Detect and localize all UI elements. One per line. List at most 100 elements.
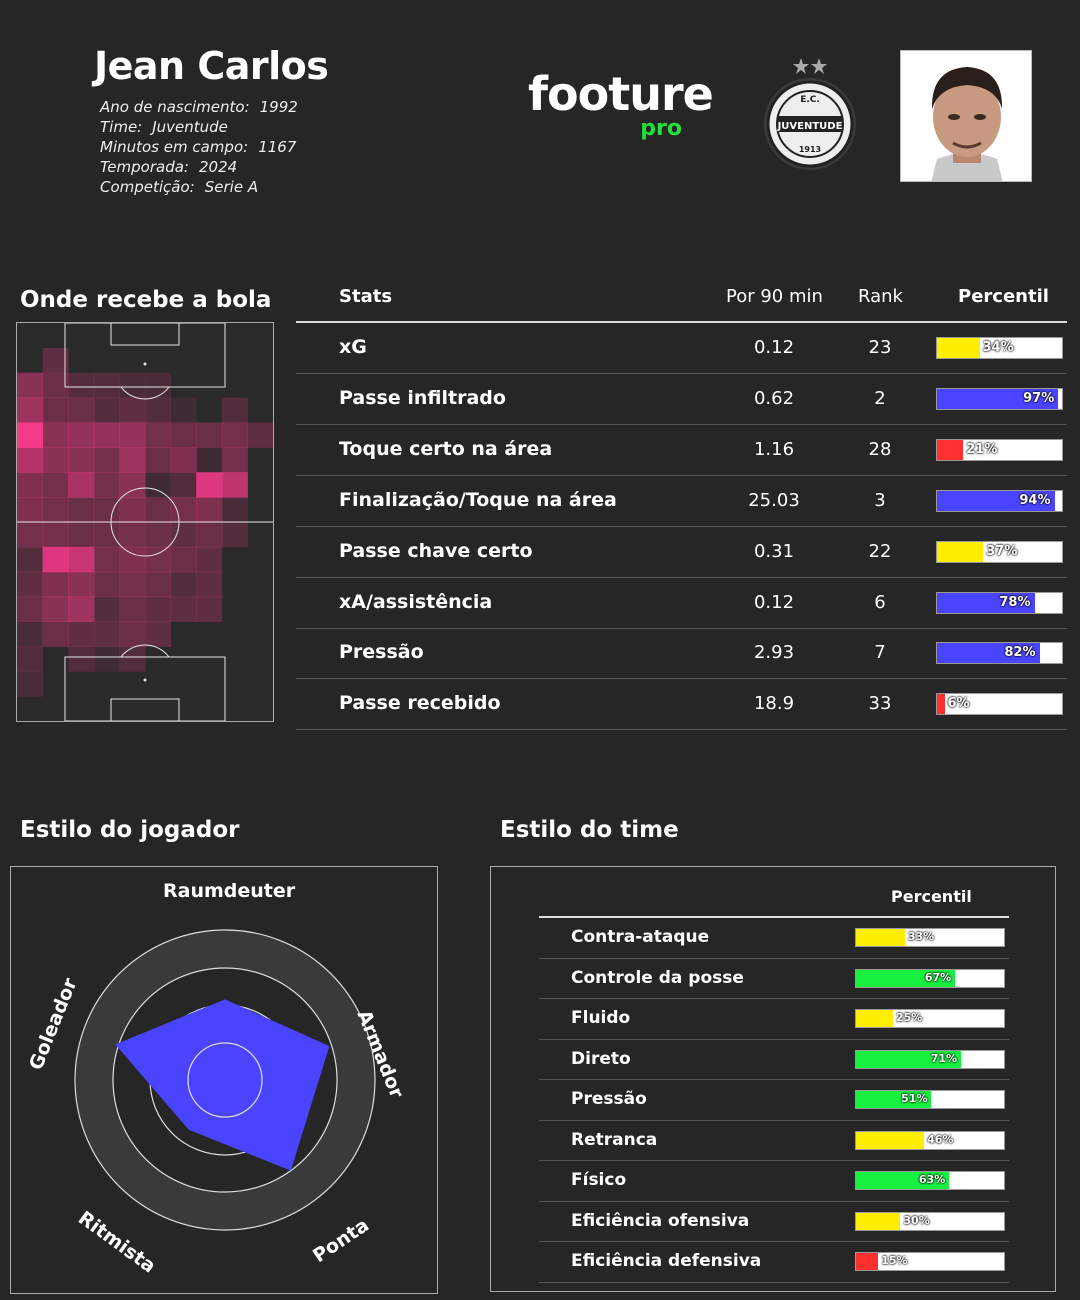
percentile-fill (856, 1172, 950, 1189)
team-style-table: Percentil Contra-ataque 33% Controle da po… (490, 866, 1056, 1292)
percentile-bar: 71% (855, 1049, 1005, 1069)
stat-name: Passe infiltrado (339, 386, 506, 409)
percentile-label: 33% (907, 930, 935, 943)
team-style-name: Eficiência ofensiva (571, 1210, 750, 1231)
percentile-label: 25% (896, 1011, 923, 1024)
heat-cell (17, 472, 44, 498)
heat-cell (170, 397, 197, 423)
heat-cell (170, 422, 197, 448)
stat-per90: 0.62 (753, 387, 795, 409)
heat-cell (17, 671, 44, 697)
heat-cell (17, 497, 44, 523)
player-photo-image (901, 51, 1031, 181)
heat-cell (42, 347, 69, 374)
svg-text:1913: 1913 (799, 145, 821, 154)
heat-cell (93, 397, 120, 423)
heat-cell (145, 372, 172, 399)
heat-cell (93, 422, 120, 448)
percentile-fill (856, 1253, 879, 1270)
heat-cell (42, 621, 69, 647)
stat-per90: 0.31 (753, 540, 795, 562)
heat-cell (93, 497, 120, 523)
percentile-label: 6% (947, 696, 970, 712)
team-style-name: Físico (571, 1170, 627, 1190)
percentile-label: 15% (881, 1254, 908, 1267)
heat-cell (119, 447, 146, 473)
percentile-bar: 34% (936, 337, 1063, 359)
stat-rank: 28 (868, 438, 892, 460)
header-stats: Stats (339, 286, 393, 307)
stat-rank: 6 (874, 591, 886, 613)
stat-rank: 23 (868, 337, 892, 358)
percentile-fill (937, 643, 1040, 664)
team-style-row: Eficiência defensiva 15% (539, 1242, 1009, 1283)
team-style-name: Controle da posse (571, 967, 744, 988)
heat-cell (17, 646, 44, 672)
heat-cell (119, 472, 146, 498)
heat-cell (17, 372, 44, 399)
stat-row: Pressão 2.93 7 82% (296, 628, 1067, 680)
heat-cell (145, 571, 172, 598)
info-birth-year: Ano de nascimento: 1992 (100, 98, 298, 116)
heat-cell (42, 372, 69, 399)
heat-cell (221, 422, 248, 448)
header-divider (296, 321, 1067, 323)
heat-cell (119, 522, 146, 548)
heat-cell (93, 522, 120, 548)
percentile-bar: 30% (855, 1211, 1005, 1231)
heat-cell (17, 571, 44, 598)
heat-cell (17, 397, 44, 423)
heat-cell (145, 596, 172, 622)
team-header-percentile: Percentil (891, 887, 972, 906)
heat-cell (145, 422, 172, 448)
heat-cell (17, 447, 44, 473)
percentile-bar: 97% (936, 387, 1063, 410)
heat-cell (42, 497, 69, 523)
percentile-bar: 33% (855, 928, 1005, 947)
stat-per90: 2.93 (753, 642, 795, 664)
heat-cell (170, 497, 197, 523)
team-style-row: Eficiência ofensiva 30% (539, 1202, 1009, 1242)
heat-cell (170, 522, 197, 548)
pitch-svg (17, 323, 273, 721)
percentile-label: 71% (930, 1051, 958, 1065)
heat-cell (68, 422, 95, 448)
percentile-label: 30% (903, 1213, 930, 1227)
team-style-name: Retranca (571, 1129, 658, 1150)
team-style-row: Pressão 51% (539, 1080, 1009, 1121)
info-competition: Competição: Serie A (100, 178, 259, 196)
heat-cell (196, 422, 223, 448)
stat-per90: 0.12 (753, 337, 795, 358)
stat-name: xA/assistência (339, 590, 493, 613)
percentile-label: 67% (924, 970, 952, 984)
heat-cell (221, 397, 248, 423)
percentile-label: 63% (918, 1173, 946, 1186)
header-rank: Rank (858, 286, 903, 307)
radar-polygon (115, 999, 330, 1171)
stat-row: xG 0.12 23 34% (296, 323, 1067, 374)
heat-cell (68, 621, 95, 647)
heat-cell (68, 646, 95, 672)
percentile-bar: 46% (855, 1130, 1005, 1150)
percentile-label: 34% (982, 340, 1014, 355)
axis-label-raumdeuter: Raumdeuter (163, 880, 296, 902)
heat-cell (170, 447, 197, 473)
heat-cell (93, 571, 120, 598)
percentile-label: 51% (901, 1092, 928, 1105)
percentile-fill (856, 1091, 932, 1108)
heat-cell (145, 497, 172, 523)
percentile-label: 94% (1019, 492, 1051, 508)
percentile-bar: 94% (936, 489, 1063, 512)
heat-cell (42, 447, 69, 473)
heat-cell (119, 646, 146, 672)
percentile-fill (856, 1212, 901, 1230)
brand-wordmark: footure (528, 67, 714, 121)
player-photo (900, 50, 1032, 182)
pitch-heatmap (16, 322, 274, 722)
stat-row: Toque certo na área 1.16 28 21% (296, 425, 1067, 476)
percentile-fill (937, 592, 1035, 613)
heat-cell (119, 621, 146, 647)
brand-pro: pro (640, 116, 682, 141)
stat-per90: 1.16 (753, 438, 795, 460)
heat-cell (42, 596, 69, 622)
